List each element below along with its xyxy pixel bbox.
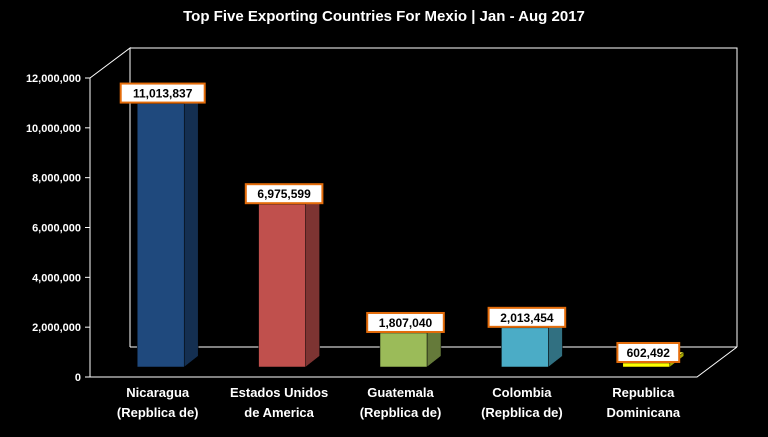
category-label: (Repblica de) bbox=[481, 405, 563, 420]
category-label: (Repblica de) bbox=[117, 405, 199, 420]
data-label: 602,492 bbox=[627, 346, 671, 360]
y-tick-label: 4,000,000 bbox=[32, 272, 81, 284]
y-tick-label: 12,000,000 bbox=[26, 73, 81, 85]
bar bbox=[501, 327, 549, 368]
data-label-box bbox=[119, 82, 206, 104]
category-label: de America bbox=[244, 405, 314, 420]
category-label: Dominicana bbox=[606, 405, 680, 420]
data-label: 1,807,040 bbox=[379, 316, 433, 330]
data-label: 6,975,599 bbox=[257, 187, 311, 201]
y-tick-label: 0 bbox=[75, 372, 81, 384]
y-tick-label: 8,000,000 bbox=[32, 173, 81, 185]
category-label: Estados Unidos bbox=[230, 385, 328, 400]
y-tick-label: 10,000,000 bbox=[26, 123, 81, 135]
bar bbox=[136, 103, 185, 368]
category-label: Nicaragua bbox=[126, 385, 190, 400]
category-label: Colombia bbox=[492, 385, 552, 400]
back-wall bbox=[130, 47, 738, 347]
data-label-box bbox=[487, 306, 567, 328]
data-label-box bbox=[366, 311, 445, 333]
bar bbox=[622, 362, 671, 368]
category-label: Republica bbox=[612, 385, 675, 400]
bar bbox=[379, 332, 428, 368]
bar-side bbox=[305, 192, 320, 368]
data-label-box bbox=[616, 341, 681, 363]
bar bbox=[258, 203, 306, 368]
chart-title: Top Five Exporting Countries For Mexio |… bbox=[183, 8, 585, 25]
data-label-box bbox=[244, 183, 324, 205]
y-tick-label: 2,000,000 bbox=[32, 322, 81, 334]
bar-side bbox=[183, 92, 199, 368]
y-tick-label: 6,000,000 bbox=[32, 223, 81, 235]
floor bbox=[90, 346, 738, 378]
data-label: 11,013,837 bbox=[133, 87, 193, 101]
category-label: Guatemala bbox=[367, 385, 434, 400]
data-label: 2,013,454 bbox=[500, 311, 554, 325]
category-label: (Repblica de) bbox=[360, 405, 442, 420]
